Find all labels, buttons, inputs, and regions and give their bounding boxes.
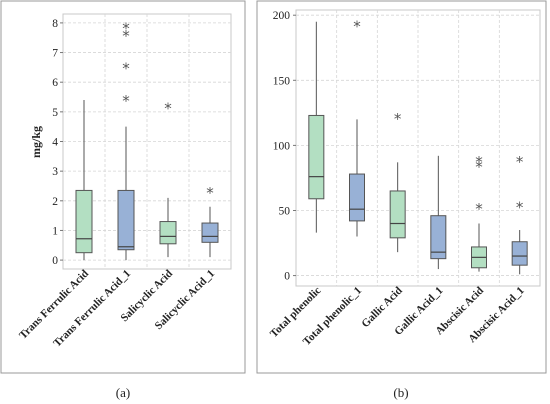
y-tick-label: 7: [52, 48, 58, 60]
panel-b-frame: [256, 0, 547, 374]
box-iqr: [308, 114, 325, 200]
box-iqr: [430, 215, 447, 260]
y-tick-label: 1: [52, 225, 58, 237]
y-tick-label: 0: [52, 255, 58, 267]
y-tick-label: 4: [52, 137, 58, 149]
panel-b-y-axis: 0 50 100 150 200: [273, 10, 296, 283]
box-iqr: [349, 173, 365, 222]
panel-a-frame: [0, 0, 246, 374]
y-tick-label: 5: [52, 107, 58, 119]
box-1: [75, 99, 93, 261]
panel-b-boxes: *******: [308, 18, 528, 275]
panel-b-label: (b): [393, 385, 408, 400]
box-iqr: [511, 241, 528, 266]
y-tick-label: 100: [273, 140, 291, 152]
outlier-point: *: [475, 153, 483, 171]
panel-a-y-axis: 0 1 2 3 4 5 6 7 8: [52, 18, 63, 267]
box-3: *: [159, 99, 177, 258]
box-iqr: [201, 222, 219, 243]
outlier-point: *: [475, 200, 483, 218]
box-iqr: [117, 189, 135, 251]
box-2: ****: [117, 19, 135, 261]
y-tick-label: 50: [279, 205, 291, 217]
y-tick-label: 8: [52, 18, 58, 30]
box-iqr: [389, 190, 406, 239]
y-tick-label: 6: [52, 77, 58, 89]
y-tick-label: 0: [284, 271, 290, 283]
box-2: *: [349, 18, 365, 237]
outlier-point: *: [122, 59, 130, 77]
category-label: Trans Ferrulic Acid_1: [51, 268, 133, 350]
outlier-point: *: [394, 110, 402, 128]
outlier-point: *: [353, 18, 361, 36]
box-6: **: [511, 153, 528, 275]
box-4: *: [201, 184, 219, 258]
box-1: [308, 21, 325, 233]
y-tick-label: 3: [52, 166, 58, 178]
box-3: *: [389, 110, 406, 253]
outlier-point: *: [122, 92, 130, 110]
box-5: ***: [471, 153, 487, 272]
outlier-point: *: [122, 27, 130, 45]
panel-b-grid: [296, 10, 540, 286]
y-tick-label: 150: [273, 75, 291, 87]
outlier-point: *: [516, 199, 524, 217]
outlier-point: *: [164, 99, 172, 117]
panel-a-y-axis-label: mg/kg: [29, 126, 43, 158]
panel-a-label: (a): [116, 385, 130, 400]
outlier-point: *: [206, 184, 214, 202]
box-4: [430, 155, 447, 270]
outlier-point: *: [475, 158, 483, 176]
category-label: Trans Ferrulic Acid: [17, 268, 91, 342]
box-iqr: [75, 189, 93, 254]
outlier-point: *: [516, 153, 524, 171]
panel-a-grid: [63, 14, 231, 269]
panel-a-boxes: ******: [75, 19, 219, 261]
y-tick-label: 200: [273, 10, 291, 22]
outlier-point: *: [122, 19, 130, 37]
box-iqr: [159, 221, 177, 245]
y-tick-label: 2: [52, 196, 58, 208]
